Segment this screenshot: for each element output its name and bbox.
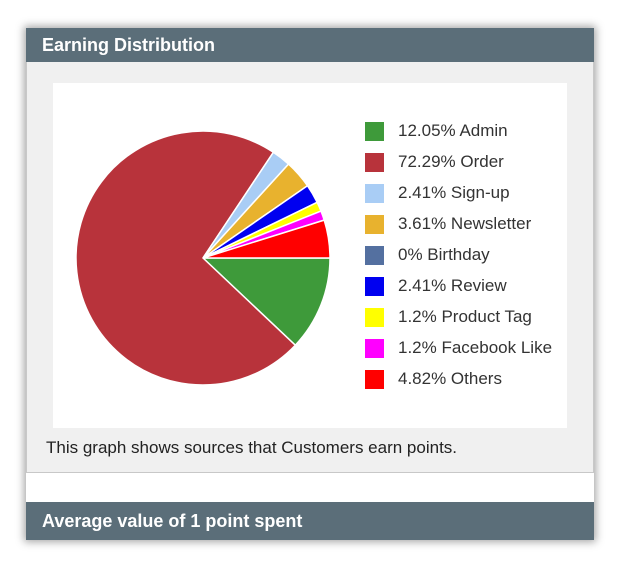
legend-label: 1.2% Facebook Like — [398, 338, 553, 357]
pie-slice-8 — [202, 219, 331, 259]
legend-label: 72.29% Order — [398, 152, 504, 171]
chart-area: 12.05% Admin 72.29% Order 2.41% Sign-up 3.6… — [53, 83, 567, 428]
legend-item-6: 1.2% Product Tag — [365, 306, 532, 328]
earning-distribution-title: Earning Distribution — [42, 35, 215, 55]
legend-swatch — [365, 214, 384, 234]
average-point-value-title: Average value of 1 point spent — [42, 511, 303, 531]
legend-item-8: 4.82% Others — [365, 368, 502, 390]
earning-distribution-header: Earning Distribution — [26, 28, 594, 62]
legend-swatch — [365, 121, 384, 141]
legend-label: 4.82% Others — [398, 369, 502, 388]
chart-caption: This graph shows sources that Customers … — [46, 438, 458, 457]
legend-label: 12.05% Admin — [398, 121, 508, 140]
legend-swatch — [365, 369, 384, 389]
pie-chart — [75, 130, 331, 386]
legend-swatch — [365, 245, 384, 265]
legend-item-0: 12.05% Admin — [365, 120, 508, 142]
legend-swatch — [365, 183, 384, 203]
legend-item-3: 3.61% Newsletter — [365, 213, 531, 235]
earning-distribution-panel: 12.05% Admin 72.29% Order 2.41% Sign-up 3.6… — [26, 62, 594, 473]
report-frame: Earning Distribution 12.05% Admin 72.29% … — [26, 28, 594, 540]
legend-label: 2.41% Review — [398, 276, 507, 295]
legend-swatch — [365, 307, 384, 327]
legend-item-2: 2.41% Sign-up — [365, 182, 510, 204]
pie-slice-0 — [201, 257, 331, 347]
legend-item-1: 72.29% Order — [365, 151, 504, 173]
legend-item-7: 1.2% Facebook Like — [365, 337, 552, 359]
legend-label: 0% Birthday — [398, 245, 490, 264]
legend-swatch — [365, 152, 384, 172]
legend-item-5: 2.41% Review — [365, 275, 507, 297]
legend-label: 1.2% Product Tag — [398, 307, 532, 326]
legend-swatch — [365, 338, 384, 358]
pie-slice-1 — [75, 130, 297, 386]
legend-label: 2.41% Sign-up — [398, 183, 510, 202]
legend-item-4: 0% Birthday — [365, 244, 490, 266]
legend-swatch — [365, 276, 384, 296]
average-point-value-header[interactable]: Average value of 1 point spent — [26, 502, 594, 540]
legend-label: 3.61% Newsletter — [398, 214, 532, 233]
